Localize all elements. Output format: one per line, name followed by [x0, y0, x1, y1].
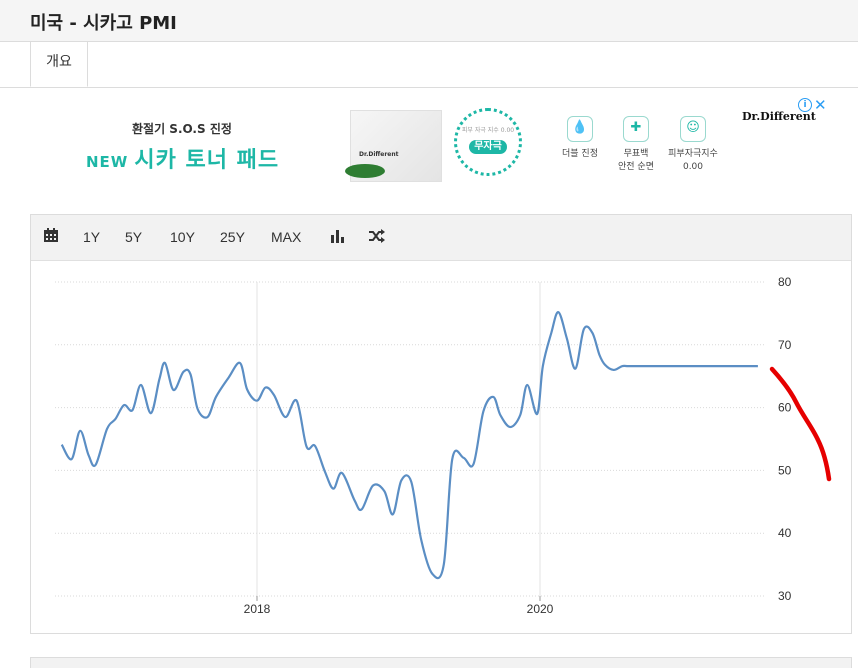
ad-badge: 피부 자극 지수 0.00 무자극: [454, 108, 522, 176]
tab-overview[interactable]: 개요: [30, 42, 88, 87]
ad-feature-double-soothing: 💧 더블 진정: [552, 116, 608, 161]
ad-product-name: 시카 토너 패드: [134, 148, 280, 173]
ad-badge-label: 무자극: [469, 140, 507, 154]
ad-feature-subtext: 0.00: [682, 162, 704, 172]
advertisement-banner[interactable]: 환절기 S.O.S 진정 NEW 시카 토너 패드 Dr.Different 피부…: [30, 96, 830, 188]
y-axis: 30 40 50 60 70 80: [778, 275, 792, 603]
ad-headline: 환절기 S.O.S 진정: [132, 122, 232, 136]
pmi-series-line: [60, 311, 758, 580]
page-title: 미국 - 시카고 PMI: [30, 13, 177, 34]
ad-brand-logo: Dr.Different: [742, 110, 816, 123]
ad-feature-irritation-index: ☺ 피부자극지수 0.00: [665, 116, 721, 174]
x-axis: 2018 2020: [244, 596, 554, 616]
title-bar: 미국 - 시카고 PMI: [0, 0, 858, 42]
y-tick-label: 80: [778, 275, 792, 289]
range-max-button[interactable]: MAX: [271, 229, 302, 245]
bar-chart-icon[interactable]: [329, 228, 345, 247]
next-section-bar: [30, 657, 852, 668]
ad-feature-text: 무표백: [623, 149, 649, 159]
ad-feature-text: 피부자극지수: [668, 149, 718, 159]
ad-feature-text: 더블 진정: [562, 149, 598, 159]
calendar-icon[interactable]: [43, 227, 59, 246]
y-tick-label: 50: [778, 463, 792, 477]
y-tick-label: 30: [778, 589, 792, 603]
y-tick-label: 70: [778, 338, 792, 352]
y-tick-label: 60: [778, 401, 792, 415]
range-25y-button[interactable]: 25Y: [220, 229, 245, 245]
ad-info-icon[interactable]: i: [798, 98, 812, 112]
chart-toolbar: 1Y 5Y 10Y 25Y MAX: [31, 215, 851, 261]
ad-feature-subtext: 안전 순면: [618, 162, 654, 172]
ad-feature-unbleached: ✚ 무표백 안전 순면: [608, 116, 664, 174]
range-1y-button[interactable]: 1Y: [83, 229, 101, 245]
red-annotation-stroke: [769, 366, 832, 482]
x-tick-label: 2018: [244, 602, 271, 616]
ad-badge-caption: 피부 자극 지수 0.00: [461, 127, 515, 134]
ad-product-brand: Dr.Different: [359, 151, 399, 158]
tab-bar: 개요: [0, 42, 858, 88]
ad-leaf-decoration: [345, 164, 385, 178]
ad-product-title: NEW 시카 토너 패드: [86, 142, 279, 174]
shield-icon: ✚: [623, 116, 649, 142]
y-tick-label: 40: [778, 526, 792, 540]
face-icon: ☺: [680, 116, 706, 142]
chart-container: 1Y 5Y 10Y 25Y MAX: [30, 214, 852, 634]
chart-grid: [55, 281, 765, 597]
droplet-icon: 💧: [567, 116, 593, 142]
ad-close-icon[interactable]: ✕: [814, 96, 827, 114]
shuffle-icon[interactable]: [368, 228, 386, 247]
ad-new-label: NEW: [86, 153, 129, 171]
x-tick-label: 2020: [527, 602, 554, 616]
range-10y-button[interactable]: 10Y: [170, 229, 195, 245]
range-5y-button[interactable]: 5Y: [125, 229, 143, 245]
